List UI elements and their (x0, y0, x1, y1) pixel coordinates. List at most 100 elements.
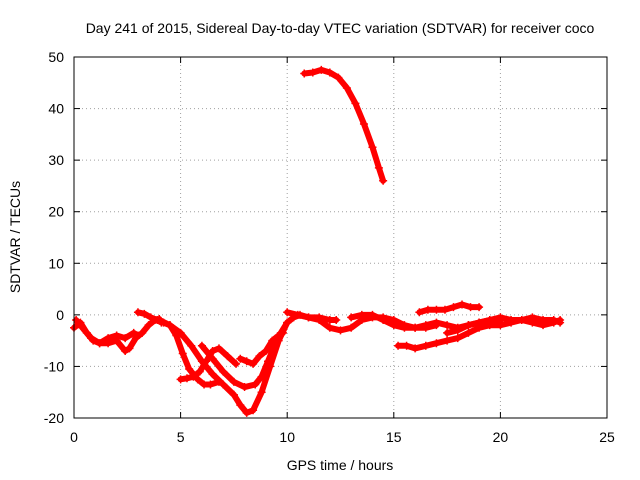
data-point-marker (394, 341, 403, 350)
data-point-marker (257, 388, 266, 397)
data-point-marker (411, 344, 420, 353)
data-point-marker (449, 303, 458, 312)
data-point-marker (121, 334, 130, 343)
data-point-marker (121, 346, 130, 355)
x-tick-label: 15 (386, 429, 402, 445)
data-point-marker (155, 316, 164, 325)
data-point-marker (432, 305, 441, 314)
data-point-marker (443, 328, 452, 337)
data-point-marker (195, 367, 204, 376)
data-point-marker (78, 323, 87, 332)
data-point-marker (389, 321, 398, 330)
data-point-marker (219, 367, 228, 376)
data-point-marker (185, 365, 194, 374)
data-point-marker (347, 323, 356, 332)
data-point-marker (249, 359, 258, 368)
y-tick-label: 50 (48, 49, 64, 65)
data-point-marker (421, 321, 430, 330)
data-point-marker (458, 300, 467, 309)
data-point-marker (368, 310, 377, 319)
data-point-marker (517, 316, 526, 325)
data-point-marker (240, 383, 249, 392)
y-tick-label: -20 (44, 410, 64, 426)
data-point-marker (293, 310, 302, 319)
data-point-marker (197, 341, 206, 350)
data-point-marker (368, 143, 377, 152)
data-point-marker (317, 65, 326, 74)
data-point-marker (374, 163, 383, 172)
y-tick-label: 0 (56, 307, 64, 323)
data-point-marker (165, 321, 174, 330)
data-point-marker (308, 68, 317, 77)
data-point-marker (347, 313, 356, 322)
data-point-marker (229, 390, 238, 399)
data-point-marker (432, 318, 441, 327)
data-point-marker (125, 344, 134, 353)
data-point-marker (325, 68, 334, 77)
data-point-marker (255, 352, 264, 361)
data-point-marker (485, 316, 494, 325)
data-point-marker (283, 308, 292, 317)
data-point-marker (325, 323, 334, 332)
data-point-marker (466, 303, 475, 312)
data-point-marker (242, 408, 251, 417)
data-point-marker (283, 318, 292, 327)
data-point-marker (208, 370, 217, 379)
data-point-marker (178, 349, 187, 358)
data-point-marker (336, 326, 345, 335)
data-point-marker (104, 334, 113, 343)
data-point-marker (129, 328, 138, 337)
data-point-marker (236, 354, 245, 363)
data-point-marker (72, 316, 81, 325)
data-point-marker (342, 83, 351, 92)
x-tick-label: 10 (279, 429, 295, 445)
data-point-marker (400, 323, 409, 332)
data-point-marker (229, 377, 238, 386)
data-point-marker (475, 318, 484, 327)
data-point-marker (300, 69, 309, 78)
data-point-marker (556, 318, 565, 327)
data-point-marker (539, 316, 548, 325)
plot-frame (73, 56, 608, 419)
data-point-marker (140, 309, 149, 318)
data-point-marker (264, 357, 273, 366)
chart-title: Day 241 of 2015, Sidereal Day-to-day VTE… (86, 20, 595, 36)
data-point-marker (496, 321, 505, 330)
y-tick-label: 40 (48, 101, 64, 117)
data-point-marker (95, 339, 104, 348)
data-point-marker (453, 326, 462, 335)
data-point-marker (176, 375, 185, 384)
x-tick-label: 5 (177, 429, 185, 445)
data-point-marker (146, 313, 155, 322)
y-axis-title: SDTVAR / TECUs (7, 181, 23, 293)
data-point-marker (334, 73, 343, 82)
data-point-marker (242, 357, 251, 366)
data-point-marker (402, 341, 411, 350)
data-point-marker (475, 303, 484, 312)
data-point-marker (251, 380, 260, 389)
data-point-marker (357, 310, 366, 319)
data-point-marker (268, 336, 277, 345)
data-point-marker (496, 313, 505, 322)
data-point-marker (359, 120, 368, 129)
data-point-marker (133, 308, 142, 317)
data-point-marker (236, 401, 245, 410)
data-point-marker (189, 372, 198, 381)
data-point-marker (443, 321, 452, 330)
data-point-marker (208, 354, 217, 363)
data-point-marker (304, 313, 313, 322)
data-point-marker (133, 331, 142, 340)
x-axis-title: GPS time / hours (287, 457, 394, 473)
data-point-marker (261, 346, 270, 355)
axis-ticks: 0 5 10 15 20 25 -20 -10 0 10 20 30 40 50 (44, 49, 615, 445)
x-tick-label: 20 (493, 429, 509, 445)
data-point-marker (443, 336, 452, 345)
data-point-marker (440, 305, 449, 314)
x-tick-label: 0 (70, 429, 78, 445)
data-point-marker (219, 380, 228, 389)
data-point-marker (87, 334, 96, 343)
data-point-marker (421, 341, 430, 350)
data-point-marker (206, 380, 215, 389)
